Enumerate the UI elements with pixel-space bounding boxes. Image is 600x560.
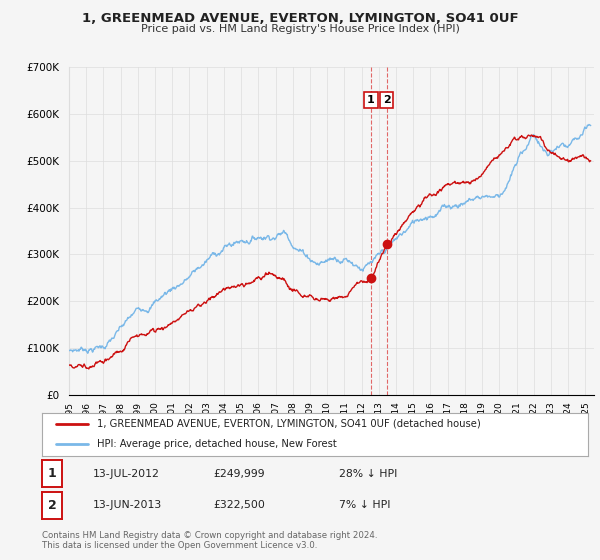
Text: 1, GREENMEAD AVENUE, EVERTON, LYMINGTON, SO41 0UF: 1, GREENMEAD AVENUE, EVERTON, LYMINGTON,…	[82, 12, 518, 25]
Text: 13-JUN-2013: 13-JUN-2013	[93, 500, 162, 510]
Text: 2: 2	[383, 95, 391, 105]
Text: £249,999: £249,999	[213, 469, 265, 479]
Text: 7% ↓ HPI: 7% ↓ HPI	[339, 500, 391, 510]
Text: 1, GREENMEAD AVENUE, EVERTON, LYMINGTON, SO41 0UF (detached house): 1, GREENMEAD AVENUE, EVERTON, LYMINGTON,…	[97, 419, 481, 428]
Text: Price paid vs. HM Land Registry's House Price Index (HPI): Price paid vs. HM Land Registry's House …	[140, 24, 460, 34]
Text: 28% ↓ HPI: 28% ↓ HPI	[339, 469, 397, 479]
Text: 1: 1	[367, 95, 375, 105]
Text: 13-JUL-2012: 13-JUL-2012	[93, 469, 160, 479]
Text: £322,500: £322,500	[213, 500, 265, 510]
Text: 1: 1	[47, 467, 56, 480]
Text: Contains HM Land Registry data © Crown copyright and database right 2024.
This d: Contains HM Land Registry data © Crown c…	[42, 530, 377, 550]
Text: 2: 2	[47, 498, 56, 512]
Text: HPI: Average price, detached house, New Forest: HPI: Average price, detached house, New …	[97, 439, 337, 449]
